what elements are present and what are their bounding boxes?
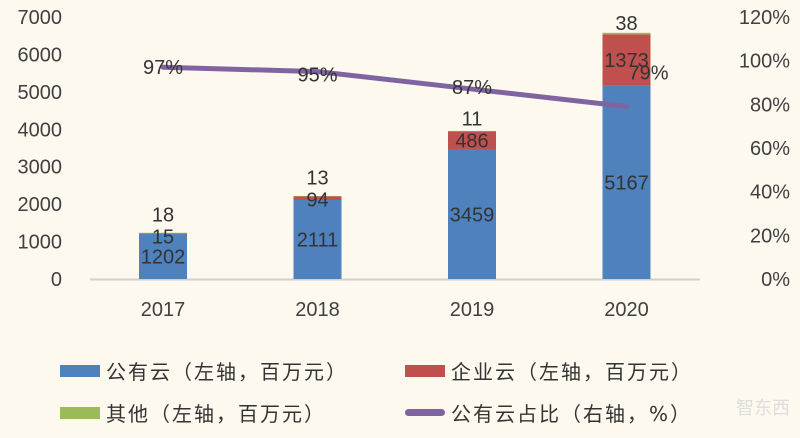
right-axis-tick-label: 80% xyxy=(750,94,790,116)
bar-segment xyxy=(139,232,187,234)
data-label: 2111 xyxy=(297,229,339,251)
left-axis-tick-label: 3000 xyxy=(18,157,63,179)
data-label: 18 xyxy=(152,204,174,226)
bar-segment xyxy=(293,195,342,197)
left-axis-tick-label: 2000 xyxy=(18,194,63,216)
legend-label: 公有云（左轴，百万元） xyxy=(106,360,348,384)
legend-public-cloud: 公有云（左轴，百万元） xyxy=(60,356,348,385)
data-label: 1373 xyxy=(604,50,649,72)
bar-segment xyxy=(602,85,651,280)
bar-segment xyxy=(448,149,496,279)
legend-label: 公有云占比（右轴，%） xyxy=(451,402,693,426)
legend-label: 其他（左轴，百万元） xyxy=(106,402,326,426)
line-data-label: 95% xyxy=(297,65,337,87)
x-axis-tick-label: 2017 xyxy=(141,299,186,321)
data-label: 13 xyxy=(306,167,328,189)
left-axis-tick-label: 0 xyxy=(51,269,62,291)
legend-label: 企业云（左轴，百万元） xyxy=(451,360,693,384)
bar-segment xyxy=(448,131,496,150)
bar-segment xyxy=(293,196,342,200)
legend-enterprise-cloud: 企业云（左轴，百万元） xyxy=(405,356,693,385)
data-label: 11 xyxy=(462,108,483,130)
legend-other: 其他（左轴，百万元） xyxy=(60,398,326,427)
left-axis-tick-label: 6000 xyxy=(18,44,63,66)
watermark-logo: 智东西 xyxy=(736,398,790,419)
line-data-label: 79% xyxy=(628,63,668,85)
data-label: 486 xyxy=(455,130,488,152)
x-axis-tick-label: 2019 xyxy=(450,299,495,321)
line-data-label: 97% xyxy=(143,57,183,79)
bar-segment xyxy=(448,130,496,132)
legend-public-cloud-share: 公有云占比（右轴，%） xyxy=(405,398,692,427)
left-axis-tick-label: 4000 xyxy=(18,119,63,141)
right-axis-tick-label: 60% xyxy=(750,138,790,160)
chart: 0 1000 2000 3000 4000 5000 6000 7000 0% 20% 40% 60%… xyxy=(18,7,791,321)
x-axis-tick-label: 2018 xyxy=(295,299,340,321)
legend-swatch-public-cloud xyxy=(60,364,100,377)
data-label: 1202 xyxy=(141,247,186,269)
bar-segment xyxy=(293,199,342,279)
data-label: 38 xyxy=(615,13,637,35)
bar-segment xyxy=(139,233,187,235)
left-axis-tick-label: 7000 xyxy=(18,7,63,29)
left-axis-tick-label: 5000 xyxy=(18,82,63,104)
right-axis-tick-label: 0% xyxy=(761,269,790,291)
legend-swatch-public-cloud-share xyxy=(405,409,445,416)
data-label: 3459 xyxy=(450,204,495,226)
x-axis-tick-label: 2020 xyxy=(604,299,649,321)
legend-swatch-other xyxy=(60,406,100,419)
right-axis-tick-label: 120% xyxy=(739,7,790,29)
right-axis-tick-label: 40% xyxy=(750,182,790,204)
data-label: 94 xyxy=(306,189,328,211)
line-data-label: 87% xyxy=(452,77,492,99)
bar-segment xyxy=(602,34,651,86)
left-axis-tick-label: 1000 xyxy=(18,232,63,254)
bar-segment xyxy=(139,234,187,279)
data-label: 5167 xyxy=(604,172,649,194)
data-label: 15 xyxy=(152,226,174,248)
legend-swatch-enterprise-cloud xyxy=(405,364,445,377)
right-axis-tick-label: 100% xyxy=(739,51,790,73)
bar-segment xyxy=(602,32,651,35)
right-axis-tick-label: 20% xyxy=(750,225,790,247)
share-line xyxy=(160,64,629,110)
